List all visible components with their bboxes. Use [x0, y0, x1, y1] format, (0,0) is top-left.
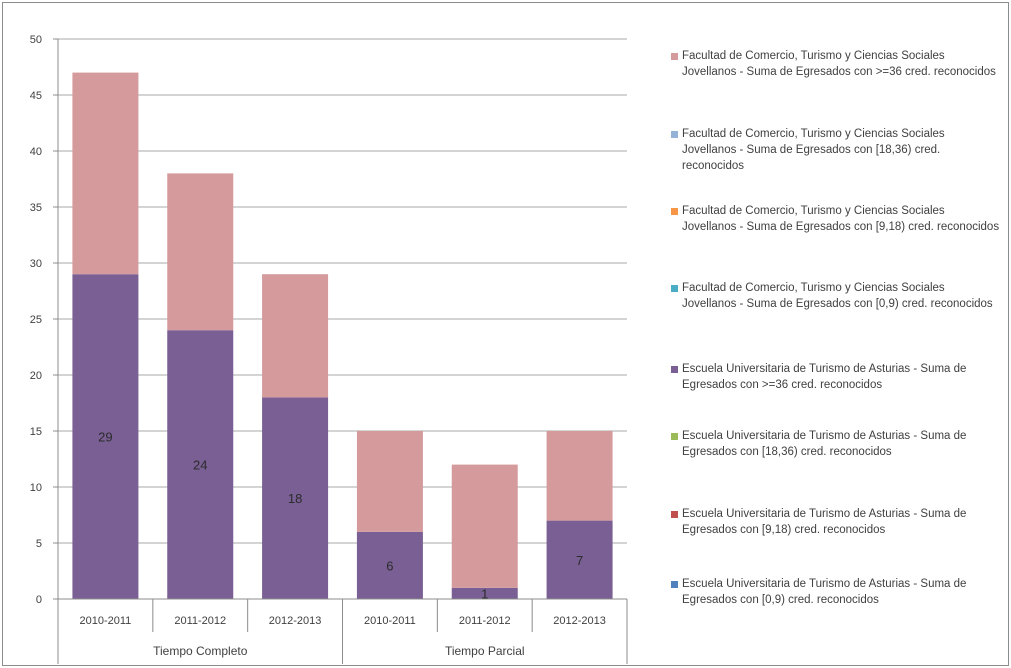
bars — [72, 72, 613, 599]
bar-segment — [167, 330, 234, 599]
legend-swatch — [671, 208, 678, 215]
x-tick-label: 2010-2011 — [364, 615, 416, 627]
bar-segment — [262, 397, 329, 599]
bar-segment — [167, 173, 234, 331]
x-tick-label: 2012-2013 — [269, 615, 322, 627]
y-tick-label: 15 — [30, 426, 42, 438]
data-label: 18 — [288, 491, 302, 506]
bar-segment — [546, 520, 613, 599]
legend-item: Facultad de Comercio, Turismo y Ciencias… — [671, 203, 1001, 235]
x-group-label: Tiempo Parcial — [445, 644, 525, 658]
x-tick-label: 2011-2012 — [459, 615, 511, 627]
y-tick-label: 30 — [30, 258, 42, 270]
y-tick-label: 0 — [36, 594, 42, 606]
bar-segment — [451, 464, 518, 588]
data-label: 7 — [576, 553, 583, 568]
bar-segment — [546, 431, 613, 521]
bar-segment — [72, 72, 139, 275]
legend-label: Escuela Universitaria de Turismo de Astu… — [682, 430, 967, 458]
x-tick-label: 2011-2012 — [174, 615, 226, 627]
legend-swatch — [671, 433, 678, 440]
x-tick-label: 2012-2013 — [553, 615, 606, 627]
legend-swatch — [671, 581, 678, 588]
gridlines — [58, 38, 627, 544]
data-label: 24 — [193, 458, 207, 473]
x-group-label: Tiempo Completo — [153, 644, 248, 658]
axes — [53, 38, 628, 664]
legend-swatch — [671, 53, 678, 60]
legend-label: Facultad de Comercio, Turismo y Ciencias… — [682, 282, 993, 310]
bar-segment — [356, 431, 423, 532]
x-tick-label: 2010-2011 — [80, 615, 132, 627]
y-tick-label: 45 — [30, 90, 42, 102]
labels: 0 5 10 15 20 25 30 35 40 45 50 29 2010-2011 24 2011-20… — [30, 34, 606, 658]
legend-item: Escuela Universitaria de Turismo de Astu… — [671, 361, 1001, 393]
bar-segment — [356, 531, 423, 599]
legend-label: Escuela Universitaria de Turismo de Astu… — [682, 508, 967, 536]
bar-segment — [262, 274, 329, 398]
y-tick-label: 40 — [30, 146, 42, 158]
legend-swatch — [671, 366, 678, 373]
legend-item: Facultad de Comercio, Turismo y Ciencias… — [671, 280, 1001, 312]
y-tick-label: 20 — [30, 370, 42, 382]
y-tick-label: 10 — [30, 482, 42, 494]
data-label: 1 — [481, 586, 488, 601]
legend-item: Escuela Universitaria de Turismo de Astu… — [671, 428, 1001, 460]
y-tick-label: 5 — [36, 538, 42, 550]
legend-item: Facultad de Comercio, Turismo y Ciencias… — [671, 126, 1001, 174]
legend-label: Escuela Universitaria de Turismo de Astu… — [682, 363, 967, 391]
legend-label: Escuela Universitaria de Turismo de Astu… — [682, 578, 967, 606]
y-tick-label: 35 — [30, 202, 42, 214]
legend-label: Facultad de Comercio, Turismo y Ciencias… — [682, 128, 945, 172]
y-tick-label: 50 — [30, 34, 42, 46]
y-tick-label: 25 — [30, 314, 42, 326]
legend-item: Escuela Universitaria de Turismo de Astu… — [671, 576, 1001, 608]
legend-label: Facultad de Comercio, Turismo y Ciencias… — [682, 50, 996, 78]
legend-swatch — [671, 131, 678, 138]
legend-item: Escuela Universitaria de Turismo de Astu… — [671, 506, 1001, 538]
data-label: 6 — [386, 558, 393, 573]
legend-swatch — [671, 285, 678, 292]
legend-label: Facultad de Comercio, Turismo y Ciencias… — [682, 205, 1000, 233]
legend-item: Facultad de Comercio, Turismo y Ciencias… — [671, 48, 1001, 80]
data-label: 29 — [98, 430, 112, 445]
bar-segment — [72, 274, 139, 599]
legend-swatch — [671, 511, 678, 518]
bar-segment — [451, 587, 518, 599]
